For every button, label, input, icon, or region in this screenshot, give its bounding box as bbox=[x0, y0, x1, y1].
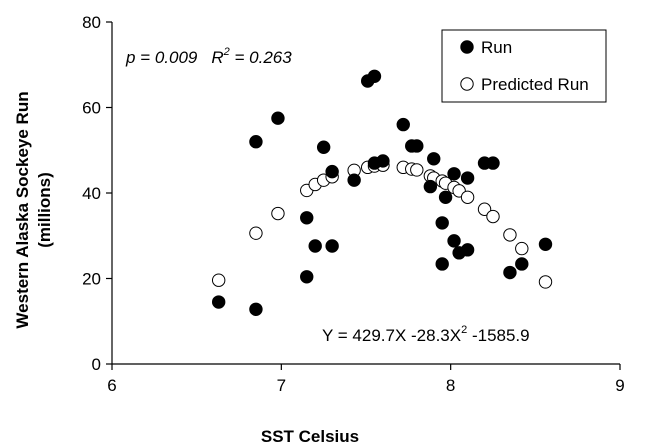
run-point bbox=[347, 173, 361, 187]
predicted-run-point bbox=[538, 275, 553, 289]
predicted-run-point bbox=[477, 202, 492, 216]
stats-r2-exp: 2 bbox=[223, 46, 230, 58]
run-point bbox=[308, 239, 322, 253]
y-tick-label: 60 bbox=[82, 99, 101, 118]
x-tick-label: 7 bbox=[277, 376, 286, 395]
series-predicted-run bbox=[211, 158, 553, 289]
series-run bbox=[211, 69, 553, 316]
y-tick-label: 40 bbox=[82, 184, 101, 203]
y-axis-title-line1: Western Alaska Sockeye Run bbox=[13, 91, 32, 328]
legend-label-predicted-run: Predicted Run bbox=[481, 75, 589, 94]
run-point bbox=[435, 216, 449, 230]
run-point bbox=[396, 117, 410, 132]
run-point bbox=[325, 164, 339, 179]
equation-annotation: Y = 429.7X -28.3X2 -1585.9 bbox=[322, 324, 530, 345]
run-point bbox=[211, 295, 226, 309]
run-point bbox=[435, 257, 449, 271]
run-point bbox=[423, 179, 438, 194]
legend-marker-run bbox=[460, 40, 474, 54]
stats-r2-value: = 0.263 bbox=[230, 48, 292, 67]
equation-part2: -1585.9 bbox=[467, 326, 529, 345]
equation-part1: Y = 429.7X -28.3X bbox=[322, 326, 461, 345]
run-point bbox=[460, 243, 475, 257]
run-point bbox=[503, 265, 517, 280]
predicted-run-point bbox=[249, 226, 263, 240]
run-point bbox=[486, 156, 500, 170]
legend-marker-predicted-run bbox=[460, 77, 474, 91]
y-tick-label: 20 bbox=[82, 270, 101, 289]
legend: Run Predicted Run bbox=[441, 29, 607, 103]
run-point bbox=[271, 111, 285, 125]
predicted-run-point bbox=[410, 163, 424, 177]
predicted-run-point bbox=[503, 228, 517, 242]
run-point bbox=[447, 167, 461, 181]
run-point bbox=[427, 152, 441, 166]
x-tick-label: 9 bbox=[615, 376, 624, 395]
x-tick-label: 8 bbox=[446, 376, 455, 395]
equation-exp: 2 bbox=[461, 324, 467, 336]
y-tick-label: 0 bbox=[92, 355, 101, 374]
legend-label-run: Run bbox=[481, 38, 512, 57]
run-point bbox=[325, 239, 339, 253]
y-tick-label: 80 bbox=[82, 13, 101, 32]
run-point bbox=[460, 171, 475, 185]
run-point bbox=[438, 190, 453, 204]
stats-r2-label: R bbox=[211, 48, 223, 67]
run-point bbox=[300, 211, 314, 225]
run-point bbox=[249, 302, 263, 316]
predicted-run-point bbox=[211, 273, 226, 287]
x-axis-ticks: 6 7 8 9 bbox=[107, 364, 625, 395]
run-point bbox=[447, 234, 461, 248]
y-axis-title: Western Alaska Sockeye Run (millions) bbox=[13, 91, 54, 328]
run-point bbox=[515, 257, 529, 271]
predicted-run-point bbox=[271, 206, 285, 221]
y-axis-title-line2: (millions) bbox=[35, 172, 54, 248]
predicted-run-point bbox=[460, 190, 475, 204]
stats-annotation: p = 0.009 R2 = 0.263 bbox=[125, 46, 292, 67]
run-point bbox=[376, 154, 390, 168]
y-axis-ticks: 0 20 40 60 80 bbox=[82, 13, 112, 374]
predicted-run-point bbox=[515, 241, 529, 256]
x-axis-title: SST Celsius bbox=[261, 427, 359, 446]
run-point bbox=[538, 237, 553, 252]
run-point bbox=[410, 139, 424, 153]
stats-p: p = 0.009 bbox=[125, 48, 198, 67]
run-point bbox=[367, 69, 382, 83]
run-point bbox=[249, 135, 263, 149]
predicted-run-point bbox=[486, 209, 500, 224]
x-tick-label: 6 bbox=[107, 376, 116, 395]
run-point bbox=[300, 270, 314, 284]
run-point bbox=[316, 140, 331, 154]
